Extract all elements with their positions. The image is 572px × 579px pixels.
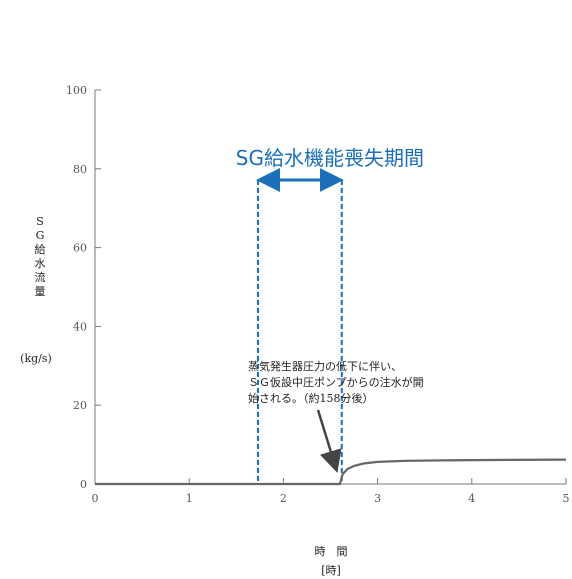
series-line: [95, 458, 567, 486]
x-axis-label: 時 間: [315, 545, 348, 558]
x-tick-label: 2: [280, 492, 287, 505]
y-axis-label-char: 量: [35, 285, 46, 298]
x-tick-label: 5: [563, 492, 570, 505]
x-ticks: 0 1 2 3 4 5: [92, 478, 570, 505]
x-tick-label: 4: [468, 492, 475, 505]
y-axis-unit: (kg/s): [20, 352, 52, 365]
loss-period-marker: SG給水機能喪失期間: [236, 146, 424, 484]
y-tick-label: 0: [80, 478, 87, 491]
x-tick-label: 0: [92, 492, 99, 505]
y-axis-label-char: 給: [35, 242, 46, 256]
annotation-note: 蒸気発生器圧力の低下に伴い、 ＳＧ仮設中圧ポンプからの注水が開 始される。（約1…: [248, 359, 424, 473]
y-tick-label: 60: [73, 242, 87, 255]
note-line-2: ＳＧ仮設中圧ポンプからの注水が開: [248, 375, 424, 389]
note-line-1: 蒸気発生器圧力の低下に伴い、: [248, 359, 402, 373]
note-line-3: 始される。（約158分後）: [248, 391, 374, 405]
x-tick-label: 1: [186, 492, 193, 505]
x-axis-unit: [時]: [321, 564, 341, 577]
y-tick-label: 40: [73, 320, 87, 333]
y-axis-label-char: 流: [35, 270, 46, 284]
x-tick-label: 3: [374, 492, 381, 505]
period-label: SG給水機能喪失期間: [236, 146, 424, 170]
y-ticks: 0 20 40 60 80 100: [66, 84, 101, 491]
y-axis-label-char: S: [36, 215, 44, 228]
annotation-arrow: [316, 409, 342, 473]
y-axis-label-char: 水: [35, 257, 46, 270]
y-tick-label: 100: [66, 84, 87, 97]
y-tick-label: 80: [73, 163, 87, 176]
y-axis-label-char: G: [36, 229, 45, 242]
y-tick-label: 20: [73, 399, 87, 412]
